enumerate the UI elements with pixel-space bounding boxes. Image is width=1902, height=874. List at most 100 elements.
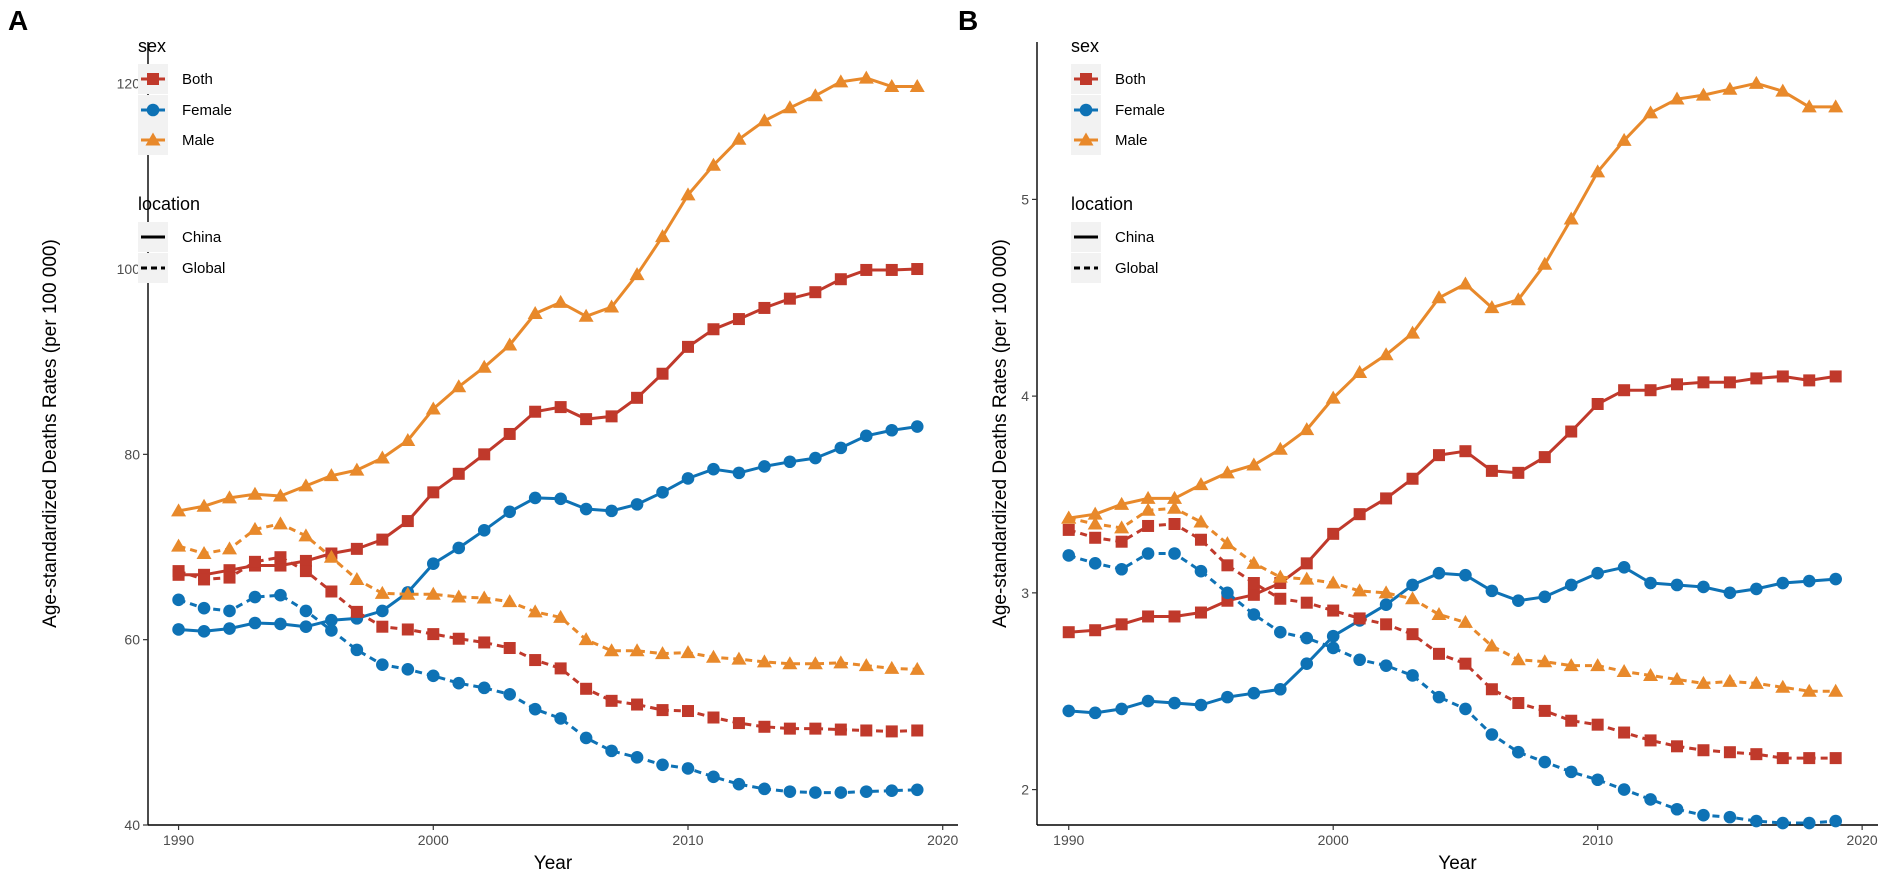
data-point	[1459, 569, 1472, 582]
data-point	[171, 539, 186, 552]
data-point	[1486, 728, 1499, 741]
data-point	[325, 585, 337, 597]
data-point	[859, 71, 874, 84]
data-point	[706, 650, 721, 663]
data-point	[1565, 579, 1578, 592]
data-point	[655, 229, 670, 242]
series-both-china	[173, 263, 924, 581]
chart-panel-a: A 40 60 80 100 120 1990 2000 2010 2020 Year Age-sta…	[8, 5, 958, 874]
x-axis-title: Year	[534, 853, 573, 874]
legend-sex-title: sex	[1071, 36, 1099, 56]
data-point	[478, 524, 491, 537]
data-point	[1327, 630, 1340, 643]
data-point	[707, 323, 719, 335]
data-point	[453, 468, 465, 480]
legend-label-both: Both	[182, 71, 213, 88]
data-point	[300, 620, 313, 633]
data-point	[249, 591, 262, 604]
data-point	[198, 602, 211, 615]
legend-sex-title: sex	[138, 36, 166, 56]
data-point	[657, 368, 669, 380]
data-point	[1749, 76, 1764, 89]
x-tick-label: 2000	[418, 832, 449, 848]
data-point	[554, 493, 567, 506]
x-tick-label: 2010	[672, 832, 703, 848]
data-point	[681, 645, 696, 658]
data-point	[198, 625, 211, 638]
panel-label: B	[958, 5, 978, 36]
data-point	[1618, 783, 1631, 796]
data-point	[1248, 589, 1260, 601]
data-point	[860, 264, 872, 276]
data-point	[1459, 658, 1471, 670]
data-point	[860, 785, 873, 798]
data-point	[1115, 703, 1128, 716]
legend-label-male: Male	[1115, 132, 1148, 149]
legend-label-global: Global	[182, 260, 225, 277]
legend-key-marker	[147, 73, 159, 85]
data-point	[1142, 610, 1154, 622]
data-point	[631, 751, 644, 764]
data-point	[707, 712, 719, 724]
data-point	[300, 565, 312, 577]
data-point	[733, 313, 745, 325]
data-point	[580, 413, 592, 425]
data-point	[1537, 257, 1552, 270]
data-point	[1697, 744, 1709, 756]
data-point	[1221, 587, 1234, 600]
data-point	[1169, 518, 1181, 530]
data-point	[1564, 212, 1579, 225]
data-point	[605, 745, 618, 758]
data-point	[427, 557, 440, 570]
data-point	[886, 725, 898, 737]
y-tick-label: 3	[1021, 585, 1029, 601]
data-point	[1246, 457, 1261, 470]
data-point	[1750, 372, 1762, 384]
data-point	[808, 88, 823, 101]
series-female-china	[1062, 561, 1842, 719]
legend-label-female: Female	[182, 102, 232, 119]
data-point	[784, 455, 797, 468]
data-point	[835, 273, 847, 285]
data-point	[1512, 697, 1524, 709]
data-point	[223, 622, 236, 635]
data-point	[1750, 748, 1762, 760]
data-point	[1644, 793, 1657, 806]
data-point	[1195, 534, 1207, 546]
series-line	[1069, 567, 1836, 713]
data-point	[325, 624, 338, 637]
data-point	[1433, 648, 1445, 660]
data-point	[1380, 492, 1392, 504]
data-point	[223, 605, 236, 618]
data-point	[758, 783, 771, 796]
data-point	[1803, 374, 1815, 386]
data-point	[733, 717, 745, 729]
data-point	[1565, 766, 1578, 779]
data-point	[1353, 653, 1366, 666]
data-point	[733, 467, 746, 480]
data-point	[1671, 803, 1684, 816]
y-tick-label: 40	[124, 817, 140, 833]
data-point	[173, 565, 185, 577]
data-point	[1354, 508, 1366, 520]
data-point	[198, 573, 210, 585]
data-point	[1380, 659, 1393, 672]
data-point	[1089, 707, 1102, 720]
legend: sexBothFemaleMalelocationChinaGlobal	[1071, 36, 1165, 283]
data-point	[1115, 563, 1128, 576]
data-point	[197, 546, 212, 559]
legend-label-china: China	[182, 229, 222, 246]
y-tick-label: 120	[117, 76, 141, 92]
data-point	[504, 428, 516, 440]
panel-label: A	[8, 5, 28, 36]
data-point	[1221, 691, 1234, 704]
data-point	[1326, 576, 1341, 589]
data-point	[1327, 605, 1339, 617]
data-point	[1274, 683, 1287, 696]
data-point	[1591, 567, 1604, 580]
data-point	[1512, 594, 1525, 607]
data-point	[1354, 612, 1366, 624]
data-point	[502, 594, 517, 607]
data-point	[1512, 746, 1525, 759]
data-point	[1486, 585, 1499, 598]
